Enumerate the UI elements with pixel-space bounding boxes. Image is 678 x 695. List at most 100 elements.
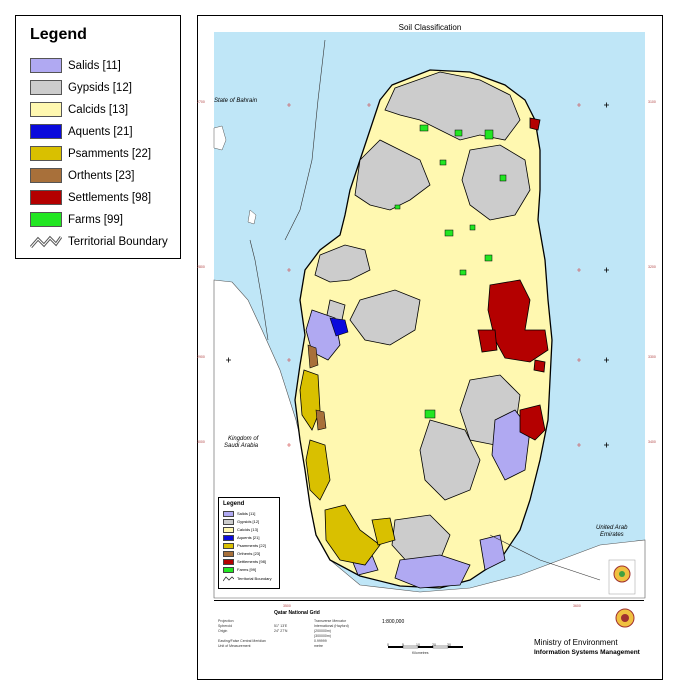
legend-title: Legend [30,26,87,43]
inset-label: Gypsids [12] [237,519,260,524]
inset-swatch [223,534,234,541]
psamments-areas [299,369,396,566]
inset-legend-item: Gypsids [12] [223,518,259,525]
grid-title: Qatar National Grid [274,610,320,616]
ministry-name: Ministry of Environment [534,638,618,647]
footer-param: (200000m) [314,629,331,633]
inset-swatch [223,558,234,565]
tick-label: 2900 [197,355,205,359]
scale-tick: 5 [402,643,404,647]
legend-item-orthents: Orthents [23] [30,167,134,184]
footer-param: Spheroid [218,624,233,628]
inset-label: Settlements [98] [237,559,266,564]
grid-ticks [287,103,581,447]
territorial-boundary [249,39,601,581]
boundary-line-icon [223,575,234,581]
label-bahrain: State of Bahrain [214,98,258,104]
tick-label: 3400 [648,440,656,444]
footer-param: Projection [218,619,234,623]
footer-logo [615,608,635,628]
footer-param: (300000m) [314,634,331,638]
footer-param: Origin [218,629,228,633]
label-saudi-1: Kingdom of [228,436,259,442]
inset-swatch [223,542,234,549]
orthents-areas [307,344,327,431]
inset-legend-item: Salids [11] [223,510,255,517]
bahrain-island [213,125,227,151]
tick-label: 2700 [197,100,205,104]
inset-label: Territorial Boundary [237,576,272,581]
grid-crosses [226,102,609,448]
label-uae-1: United Arab [596,525,628,531]
inset-swatch [223,526,234,533]
legend-swatch [30,80,62,95]
inset-legend-item: Settlements [98] [223,558,266,565]
legend-item-gypsids: Gypsids [12] [30,79,132,96]
scale-bar [388,645,463,649]
legend-item-calcids: Calcids [13] [30,101,128,118]
tick-label: 3500 [283,604,291,608]
footer-param: Transverse Mercator [314,619,347,623]
inset-swatch [223,566,234,573]
legend-swatch [30,58,62,73]
legend-item-psamments: Psamments [22] [30,145,151,162]
label-saudi-2: Saudi Arabia [224,443,259,449]
tick-label: 3300 [648,355,656,359]
legend-item-aquents: Aquents [21] [30,123,133,140]
legend-label: Territorial Boundary [68,235,168,248]
inset-legend-item: Farms [99] [223,566,256,573]
tick-label: 3100 [648,100,656,104]
inset-swatch [223,550,234,557]
scale-tick: 20 [432,643,436,647]
settlements-areas [477,117,549,441]
legend-panel: Legend Salids [11] Gypsids [12] Calcids … [15,15,181,259]
legend-swatch [30,212,62,227]
legend-item-boundary: Territorial Boundary [30,233,168,250]
scale-tick: 0 [387,643,389,647]
legend-swatch [30,146,62,161]
inset-label: Orthents [23] [237,551,261,556]
inset-legend-item: Aquents [21] [223,534,259,541]
aquents-areas [329,317,349,337]
footer-param: Unit of Measurement [218,644,251,648]
inset-legend: Legend Salids [11] Gypsids [12] Calcids … [218,497,280,589]
hawar-island [247,209,257,225]
legend-swatch [30,102,62,117]
legend-label: Farms [99] [68,213,123,226]
map-title: Soil Classification [398,23,462,32]
inset-legend-item: Calcids [13] [223,526,258,533]
legend-label: Calcids [13] [68,103,129,116]
footer-param: Easting/False Central Meridian [218,639,266,643]
legend-label: Aquents [21] [68,125,133,138]
inset-label: Psamments [22] [237,543,266,548]
legend-swatch [30,190,62,205]
legend-swatch [30,124,62,139]
legend-item-salids: Salids [11] [30,57,121,74]
inset-label: Aquents [21] [237,535,260,540]
inset-label: Farms [99] [237,567,257,572]
inset-legend-title: Legend [223,501,245,507]
inset-swatch [223,510,234,517]
tick-label: 3200 [648,265,656,269]
boundary-line-icon [30,235,62,248]
legend-label: Settlements [98] [68,191,152,204]
scale-ratio: 1:800,000 [382,619,405,625]
legend-label: Orthents [23] [68,169,135,182]
footer-param: metre [314,644,323,648]
tick-label: 2800 [197,265,205,269]
inset-label: Calcids [13] [237,527,258,532]
ministry-logo [608,559,636,595]
inset-swatch [223,518,234,525]
legend-label: Gypsids [12] [68,81,132,94]
map-footer: Qatar National Grid Projection Spheroid … [214,600,644,665]
footer-param: 24° 27'N [274,629,288,633]
footer-param: 51° 13'E [274,624,288,628]
scale-tick: 10 [416,643,420,647]
farms-areas [394,124,507,419]
tick-label: 3600 [573,604,581,608]
department-name: Information Systems Management [534,649,640,656]
inset-label: Salids [11] [237,511,256,516]
inset-legend-item: Territorial Boundary [223,575,272,582]
legend-item-farms: Farms [99] [30,211,123,228]
